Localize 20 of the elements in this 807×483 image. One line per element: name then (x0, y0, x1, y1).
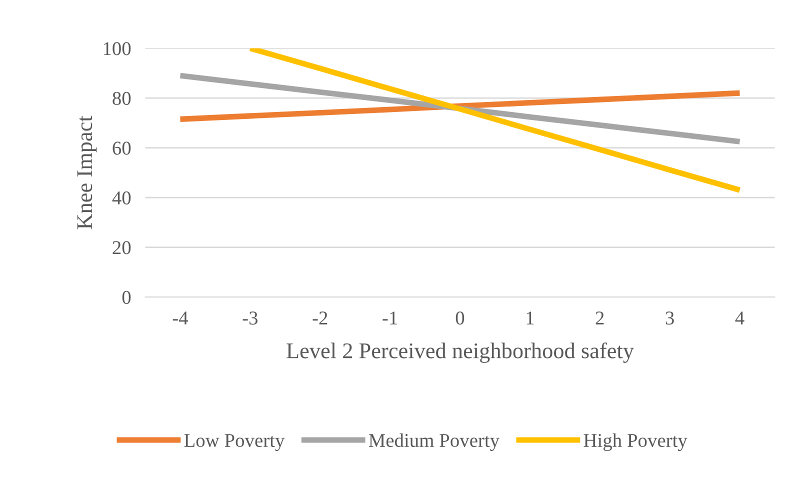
legend-label: Medium Poverty (368, 433, 500, 452)
x-tick-label: 4 (735, 312, 744, 324)
x-tick-label: -1 (382, 312, 397, 324)
y-tick-label: 20 (112, 241, 131, 254)
y-tick-label: 40 (112, 191, 131, 204)
x-tick-label: -4 (172, 312, 188, 324)
x-tick-label: -3 (242, 312, 258, 325)
x-axis-title: Level 2 Perceived neighborhood safety (286, 342, 634, 363)
y-tick-label: 80 (112, 92, 131, 105)
x-tick-label: 1 (526, 312, 534, 324)
x-tick-label: 0 (456, 311, 464, 325)
y-axis-title: Knee Impact (77, 116, 97, 230)
x-tick-label: 3 (666, 312, 674, 325)
legend-label: Low Poverty (184, 434, 285, 452)
legend-label: High Poverty (584, 433, 688, 452)
y-tick-label: 100 (104, 42, 131, 56)
x-tick-label: 2 (596, 312, 604, 324)
y-tick-label: 60 (112, 142, 131, 155)
y-tick-label: 0 (122, 290, 131, 304)
x-tick-label: -2 (312, 312, 328, 324)
